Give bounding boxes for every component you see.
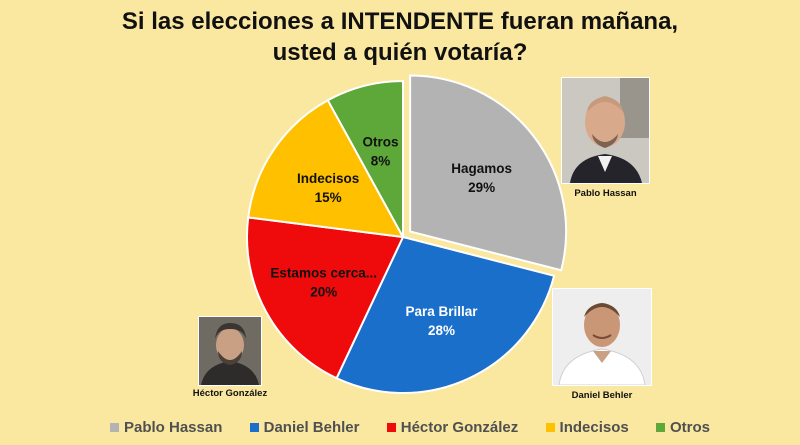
legend-label: Indecisos bbox=[559, 419, 629, 436]
slice-percent-label: 20% bbox=[310, 285, 337, 300]
legend-item-indecisos: Indecisos bbox=[545, 419, 629, 436]
legend-swatch bbox=[655, 423, 665, 432]
pie-slice-para-brillar bbox=[335, 235, 556, 394]
slice-percent-label: 28% bbox=[428, 323, 455, 338]
slice-label: Otros bbox=[362, 134, 398, 149]
legend-label: Otros bbox=[669, 419, 710, 436]
photo-daniel-behler bbox=[552, 288, 652, 386]
caption-pablo-hassan: Pablo Hassan bbox=[574, 188, 637, 199]
legend-item-daniel-behler: Daniel Behler bbox=[249, 419, 360, 436]
caption-daniel-behler: Daniel Behler bbox=[571, 390, 633, 401]
slice-label: Hagamos bbox=[451, 161, 512, 176]
pie-slice-indecisos bbox=[247, 98, 405, 239]
pie-slice-hagamos bbox=[409, 74, 568, 272]
slice-percent-label: 8% bbox=[371, 153, 391, 168]
slice-label: Para Brillar bbox=[406, 304, 479, 319]
slice-label: Estamos cerca... bbox=[270, 266, 377, 281]
photo-hector-gonzalez bbox=[198, 316, 262, 386]
legend-swatch bbox=[386, 423, 396, 432]
title-line-2: usted a quién votaría? bbox=[272, 39, 528, 66]
slice-percent-label: 29% bbox=[468, 180, 495, 195]
legend-swatch bbox=[249, 423, 259, 432]
legend-item-hector-gonzalez: Héctor González bbox=[386, 419, 519, 436]
pie-slice-estamos-cerca bbox=[246, 216, 405, 380]
legend-label: Héctor González bbox=[400, 419, 519, 436]
legend-swatch bbox=[110, 423, 119, 432]
chart-legend: Pablo Hassan Daniel Behler Héctor Gonzál… bbox=[110, 419, 710, 436]
legend-item-otros: Otros bbox=[655, 419, 710, 436]
caption-hector-gonzalez: Héctor González bbox=[192, 388, 268, 399]
photo-pablo-hassan bbox=[561, 77, 650, 184]
legend-label: Pablo Hassan bbox=[124, 419, 223, 436]
pie-slice-otros bbox=[326, 79, 404, 238]
title-line-1: Si las elecciones a INTENDENTE fueran ma… bbox=[121, 8, 679, 35]
chart-title: Si las elecciones a INTENDENTE fueran ma… bbox=[0, 6, 800, 68]
slice-label: Indecisos bbox=[297, 171, 359, 186]
legend-label: Daniel Behler bbox=[263, 419, 360, 436]
slice-percent-label: 15% bbox=[315, 190, 342, 205]
legend-item-pablo-hassan: Pablo Hassan bbox=[110, 419, 222, 436]
legend-swatch bbox=[545, 423, 555, 432]
